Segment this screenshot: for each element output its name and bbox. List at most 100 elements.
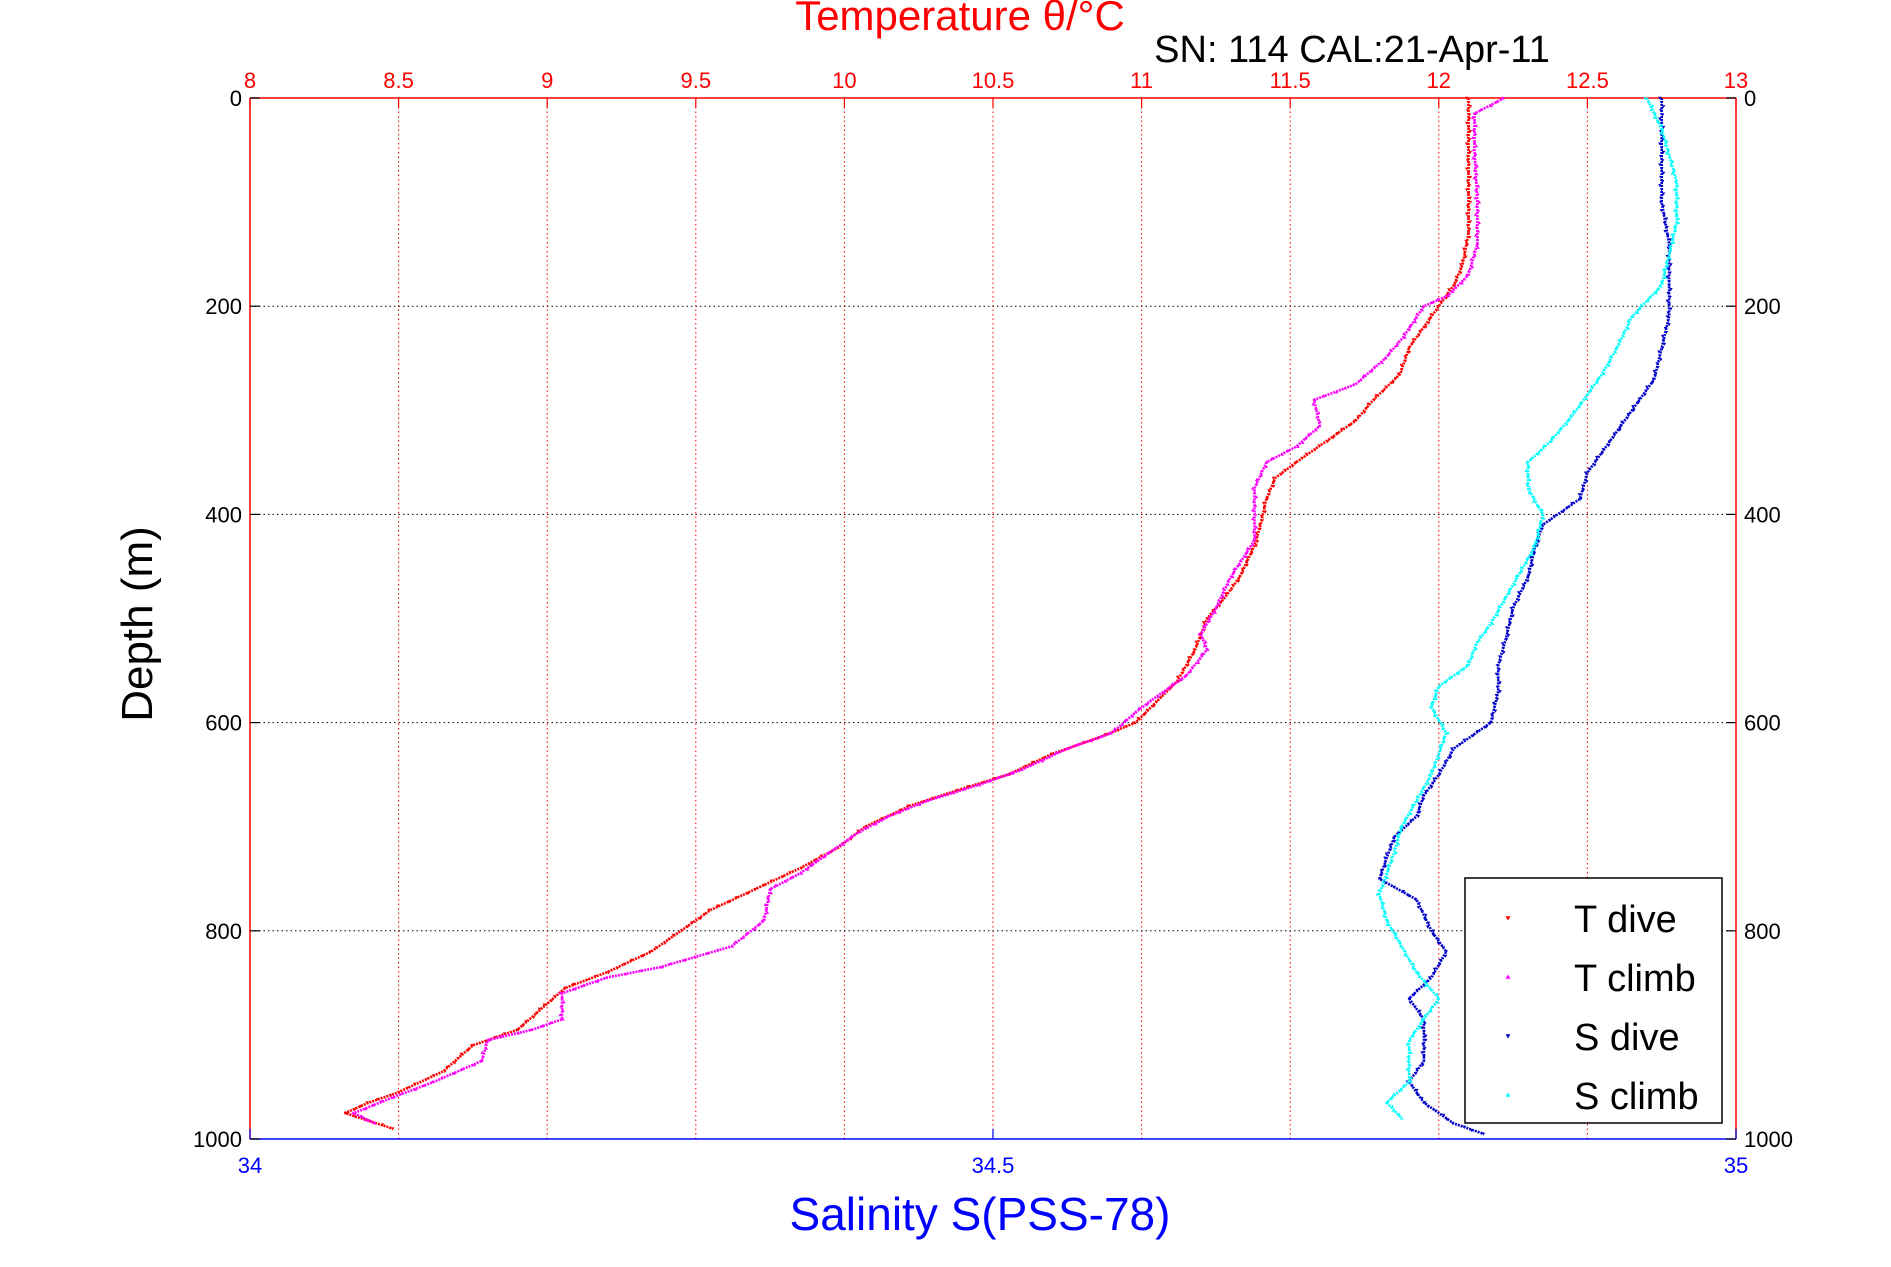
data-point [1474, 225, 1479, 229]
data-point [1483, 630, 1488, 634]
data-point [1427, 777, 1431, 781]
data-point [561, 1017, 565, 1021]
data-point [531, 1015, 536, 1020]
data-point [1199, 652, 1204, 656]
data-point [1405, 1067, 1410, 1071]
data-point [1527, 464, 1531, 468]
data-point [1476, 192, 1480, 196]
data-point [563, 986, 567, 990]
data-point [1465, 155, 1470, 159]
data-point [1356, 415, 1361, 419]
data-point [1667, 279, 1671, 284]
data-point [1454, 279, 1459, 284]
data-point [1631, 314, 1635, 318]
data-point [1358, 378, 1363, 382]
data-point [1665, 315, 1670, 319]
data-point [1476, 245, 1480, 249]
data-point [1388, 848, 1393, 852]
data-point [1536, 532, 1540, 536]
data-point [1409, 1050, 1413, 1054]
data-point [1381, 880, 1385, 884]
data-point [1661, 171, 1666, 175]
data-point [534, 1011, 539, 1015]
data-point [880, 817, 884, 821]
data-point [1413, 898, 1418, 902]
data-point [1621, 330, 1626, 334]
data-point [1661, 192, 1666, 196]
data-point [1425, 925, 1430, 929]
data-point [1432, 972, 1436, 976]
data-point [1671, 236, 1675, 240]
data-point [1471, 128, 1476, 132]
data-point [1066, 746, 1070, 750]
data-point [1407, 1046, 1411, 1050]
data-point [1539, 524, 1543, 528]
data-point [1158, 696, 1163, 700]
data-point [1428, 705, 1433, 709]
data-point [1493, 709, 1498, 713]
data-point [1473, 111, 1478, 115]
data-point [1464, 663, 1469, 667]
data-point [1441, 726, 1445, 730]
data-point [1578, 401, 1583, 405]
data-point [1501, 646, 1505, 650]
data-point [1352, 419, 1357, 423]
data-point [799, 871, 804, 875]
data-point [459, 1052, 463, 1056]
data-point [1229, 588, 1234, 592]
data-point [841, 842, 846, 846]
data-point [1626, 322, 1631, 326]
data-point [1388, 844, 1393, 848]
data-point [1437, 684, 1442, 688]
data-point [623, 972, 628, 976]
data-point [1607, 363, 1611, 367]
data-point [1252, 490, 1257, 494]
data-point [1670, 171, 1675, 175]
temperature-tick-label: 10.5 [972, 68, 1015, 93]
data-point [1259, 469, 1264, 473]
data-point [1403, 948, 1407, 953]
data-point [1331, 436, 1336, 440]
data-point [1245, 559, 1249, 564]
data-point [1659, 109, 1663, 113]
data-point [1614, 346, 1619, 350]
data-point [1674, 191, 1679, 196]
data-point [1626, 318, 1631, 322]
data-point [1473, 152, 1478, 156]
data-point [905, 806, 910, 810]
data-point [1437, 752, 1441, 756]
data-point [1249, 548, 1254, 552]
data-point [1136, 717, 1140, 721]
data-point [1200, 636, 1205, 640]
data-point [1194, 640, 1199, 644]
data-point [671, 933, 675, 937]
data-point [1666, 291, 1671, 295]
data-point [1280, 452, 1284, 456]
data-point [363, 1107, 368, 1111]
data-point [1145, 708, 1150, 712]
data-point [1644, 389, 1648, 393]
data-point [1468, 175, 1473, 179]
data-point [499, 1034, 503, 1038]
data-point [1253, 512, 1258, 516]
data-point [1423, 917, 1427, 921]
depth-tick-label-right: 800 [1744, 919, 1781, 944]
data-point [1426, 921, 1431, 925]
data-point [1659, 167, 1664, 171]
data-point [1407, 350, 1412, 354]
data-point [1407, 327, 1412, 331]
data-point [1240, 571, 1245, 575]
data-point [1202, 644, 1207, 648]
data-point [1417, 810, 1422, 814]
data-point [1427, 772, 1432, 776]
data-point [1318, 419, 1322, 423]
data-point [1409, 811, 1413, 815]
data-point [1665, 139, 1669, 143]
data-point [1416, 815, 1421, 819]
data-point [663, 942, 667, 946]
data-point [1396, 339, 1401, 343]
data-point [1470, 655, 1475, 659]
data-point [1424, 983, 1428, 987]
data-point [344, 1111, 348, 1115]
data-point [1380, 360, 1384, 364]
